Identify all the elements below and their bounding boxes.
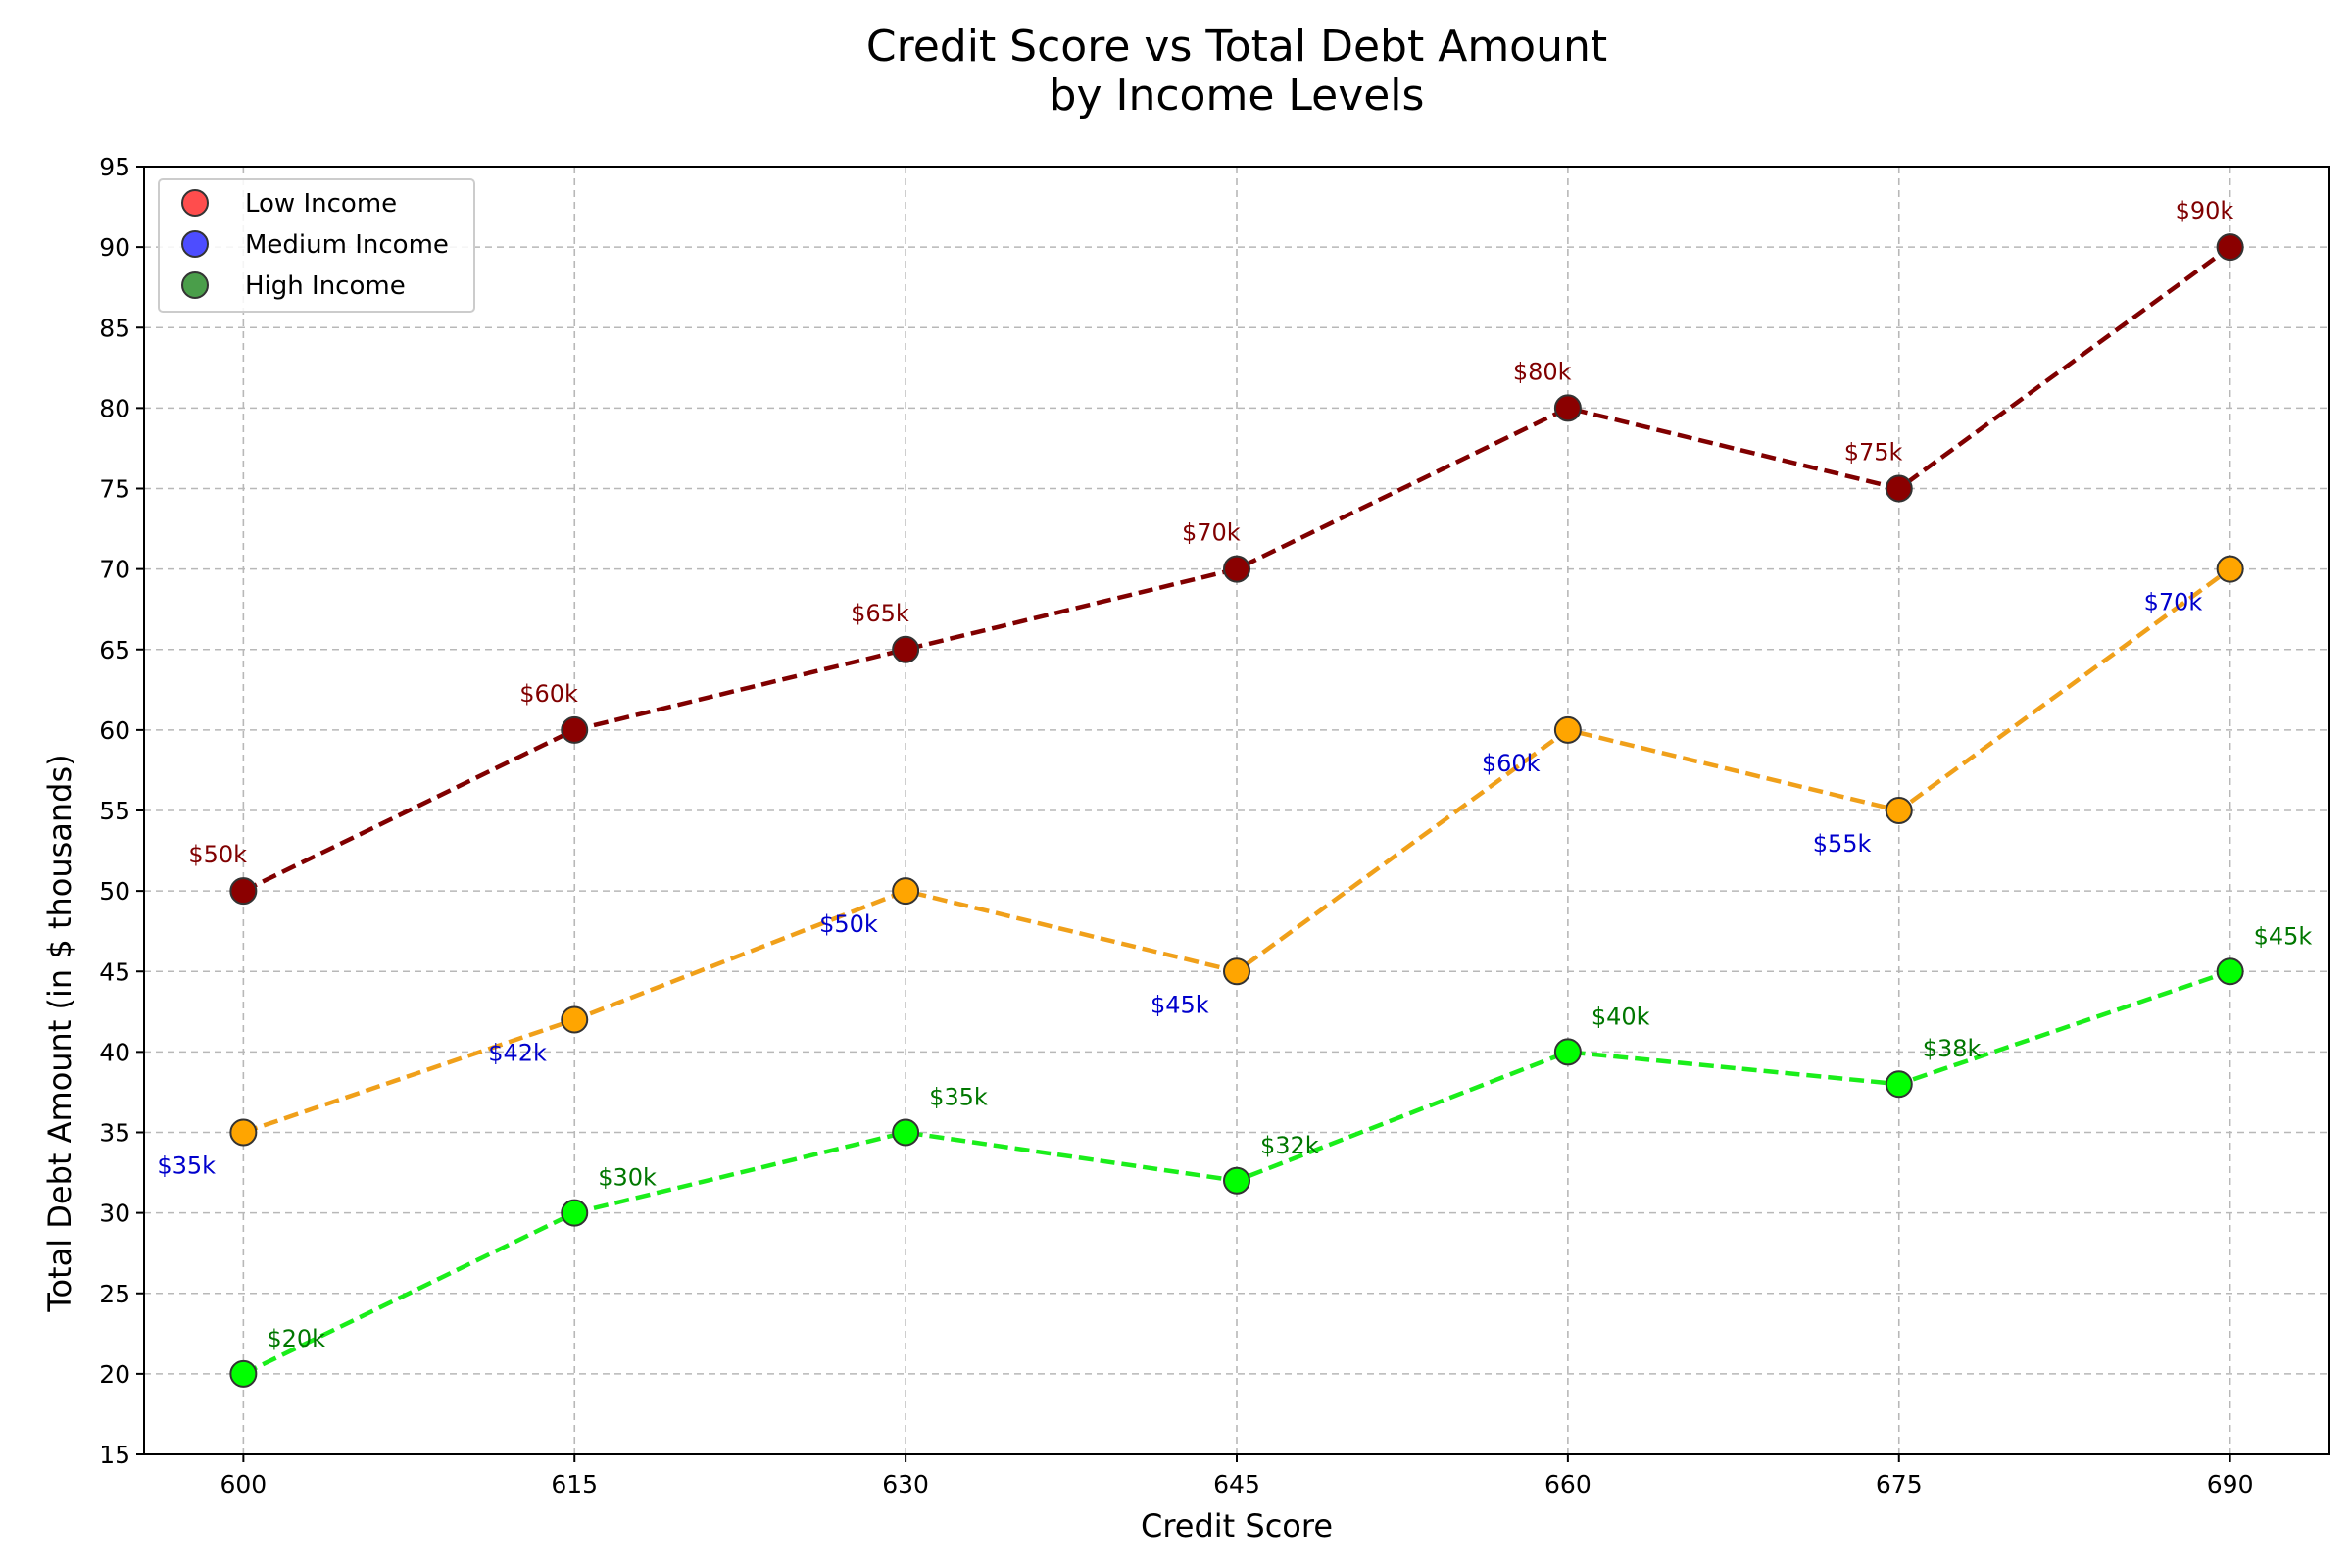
data-point-medium-income: [229, 1118, 258, 1147]
data-labels: $50k $60k $65k $70k $80k $75k $90k $35k $42k $50k…: [157, 197, 2312, 1352]
data-point-medium-income: [892, 877, 920, 906]
data-point-medium-income: [561, 1005, 589, 1034]
data-point-low-income: [1223, 555, 1250, 583]
y-tick-label: 40: [99, 1038, 130, 1066]
y-tick-label: 80: [99, 394, 130, 422]
chart-title: Credit Score vs Total Debt Amount: [866, 22, 1607, 72]
y-tick-label: 60: [99, 716, 130, 745]
x-tick-label: 645: [1213, 1470, 1260, 1498]
data-point-low-income: [1885, 474, 1913, 503]
data-point-medium-income: [2216, 555, 2244, 583]
data-label-medium-income: $42k: [488, 1040, 547, 1067]
legend-label-high-income: High Income: [245, 271, 406, 301]
legend-box: [158, 178, 475, 313]
data-label-medium-income: $50k: [819, 910, 878, 938]
x-tick-label: 675: [1876, 1470, 1923, 1498]
data-point-low-income: [2216, 233, 2244, 262]
y-tick-label: 85: [99, 314, 130, 342]
y-tick-label: 45: [99, 957, 130, 986]
x-axis-ticks: 600 615 630 645 660 675 690: [220, 1454, 2254, 1498]
data-label-low-income: $80k: [1513, 358, 1572, 385]
data-label-medium-income: $55k: [1813, 830, 1872, 858]
data-point-low-income: [892, 635, 920, 663]
legend-marker-medium-income: [181, 230, 209, 258]
data-label-low-income: $90k: [2176, 197, 2234, 224]
legend-marker-high-income: [181, 271, 209, 299]
data-point-low-income: [1553, 394, 1582, 422]
y-tick-label: 55: [99, 797, 130, 825]
y-tick-label: 75: [99, 475, 130, 504]
data-label-high-income: $38k: [1923, 1035, 1982, 1062]
y-tick-label: 90: [99, 233, 130, 262]
data-label-high-income: $40k: [1592, 1003, 1650, 1030]
x-tick-label: 615: [551, 1470, 598, 1498]
legend-label-low-income: Low Income: [245, 189, 397, 219]
y-tick-label: 25: [99, 1280, 130, 1308]
data-label-high-income: $20k: [267, 1325, 325, 1352]
y-tick-label: 65: [99, 636, 130, 664]
x-tick-label: 690: [2207, 1470, 2254, 1498]
data-label-low-income: $70k: [1182, 519, 1241, 547]
data-point-high-income: [229, 1359, 258, 1388]
data-point-high-income: [1553, 1038, 1582, 1066]
grid: [144, 166, 2329, 1455]
data-label-high-income: $45k: [2254, 922, 2313, 950]
data-point-medium-income: [1553, 715, 1582, 744]
y-tick-label: 95: [99, 153, 130, 181]
y-axis-ticks: 15 20 25 30 35 40 45 50 55 60 65 70 75 80 85 90 95: [99, 153, 144, 1469]
data-point-high-income: [561, 1199, 589, 1227]
data-label-high-income: $30k: [598, 1164, 657, 1192]
x-axis-label: Credit Score: [1141, 1507, 1333, 1544]
data-label-medium-income: $70k: [2144, 589, 2203, 616]
y-tick-label: 35: [99, 1119, 130, 1148]
y-axis-label: Total Debt Amount (in $ thousands): [41, 754, 78, 1312]
data-label-low-income: $60k: [519, 680, 578, 708]
y-tick-label: 20: [99, 1360, 130, 1389]
data-point-high-income: [1223, 1166, 1250, 1195]
data-label-low-income: $65k: [851, 600, 909, 627]
chart-subtitle: by Income Levels: [1050, 71, 1425, 121]
data-point-low-income: [561, 715, 589, 744]
legend-label-medium-income: Medium Income: [245, 230, 449, 260]
y-tick-label: 30: [99, 1200, 130, 1228]
data-point-high-income: [892, 1118, 920, 1147]
data-label-high-income: $35k: [929, 1084, 988, 1111]
legend-marker-low-income: [181, 189, 209, 217]
legend: Low Income Medium Income High Income: [158, 178, 475, 313]
data-label-medium-income: $45k: [1151, 991, 1209, 1018]
series-markers: [229, 233, 2244, 1388]
y-tick-label: 70: [99, 556, 130, 584]
data-point-medium-income: [1223, 957, 1250, 986]
data-point-medium-income: [1885, 797, 1913, 824]
data-point-low-income: [229, 877, 258, 906]
data-point-high-income: [2216, 957, 2244, 986]
x-tick-label: 600: [220, 1470, 268, 1498]
y-tick-label: 15: [99, 1441, 130, 1469]
y-tick-label: 50: [99, 877, 130, 906]
data-label-low-income: $50k: [188, 841, 247, 868]
data-label-high-income: $32k: [1260, 1132, 1319, 1159]
x-tick-label: 630: [882, 1470, 929, 1498]
data-label-medium-income: $60k: [1482, 750, 1541, 777]
data-point-high-income: [1885, 1070, 1913, 1099]
data-label-low-income: $75k: [1844, 439, 1903, 466]
x-tick-label: 660: [1544, 1470, 1592, 1498]
data-label-medium-income: $35k: [157, 1152, 216, 1180]
